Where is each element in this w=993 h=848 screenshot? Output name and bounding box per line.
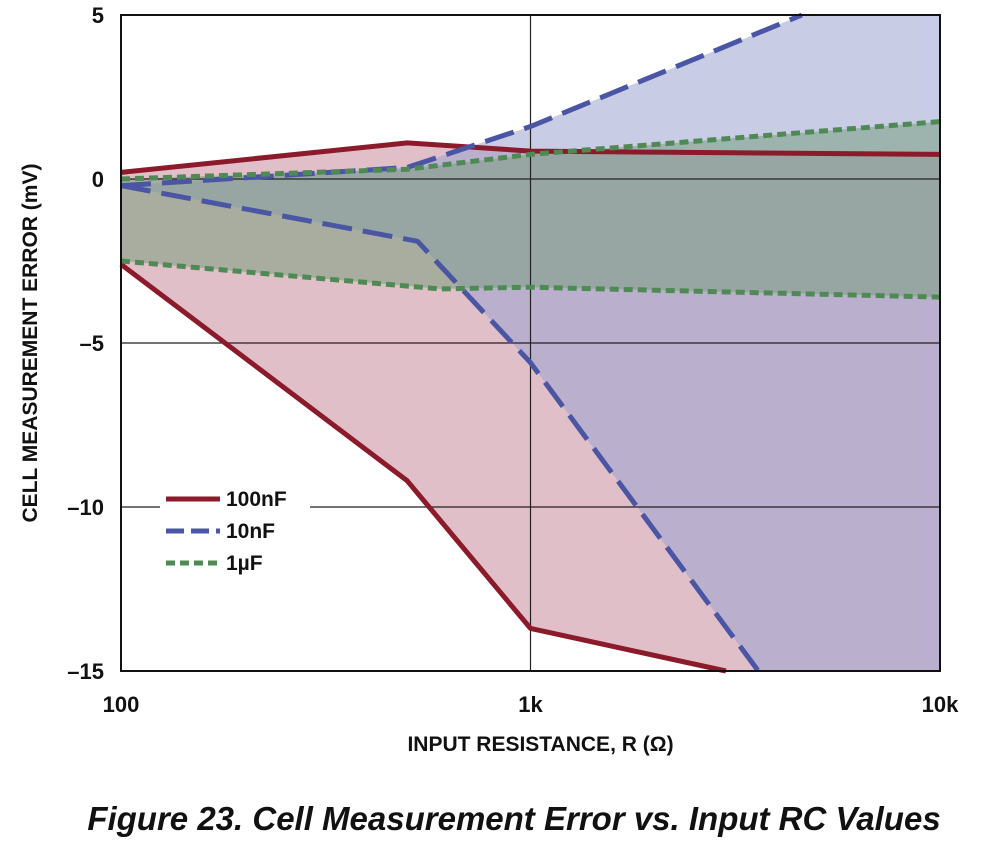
x-axis-title: INPUT RESISTANCE, R (Ω) <box>407 733 673 756</box>
x-tick-label: 100 <box>103 692 140 717</box>
y-tick-label: –5 <box>80 331 104 356</box>
series-lines <box>119 12 941 674</box>
y-tick-labels: 5 0 –5 –10 –15 <box>67 3 104 684</box>
plot-frame <box>120 14 941 672</box>
y-tick-label: 0 <box>92 167 104 192</box>
y-tick-label: –15 <box>67 659 104 684</box>
legend: 100nF 10nF 1µF <box>160 484 310 580</box>
x-tick-labels: 100 1k 10k <box>103 692 959 717</box>
series-line-10nf-lower <box>120 183 761 673</box>
y-tick-label: 5 <box>92 3 104 28</box>
legend-label: 10nF <box>226 520 275 543</box>
y-axis-title: CELL MEASUREMENT ERROR (mV) <box>19 164 42 523</box>
legend-label: 1µF <box>226 552 263 575</box>
x-tick-label: 10k <box>922 692 959 717</box>
x-tick-label: 1k <box>518 692 543 717</box>
series-line-1f-lower <box>120 258 941 300</box>
legend-label: 100nF <box>226 488 287 511</box>
series-line-100nf-lower <box>119 262 727 674</box>
figure-caption: Figure 23. Cell Measurement Error vs. In… <box>87 800 940 837</box>
series-line-1f-upper <box>120 119 941 182</box>
y-tick-label: –10 <box>67 495 104 520</box>
